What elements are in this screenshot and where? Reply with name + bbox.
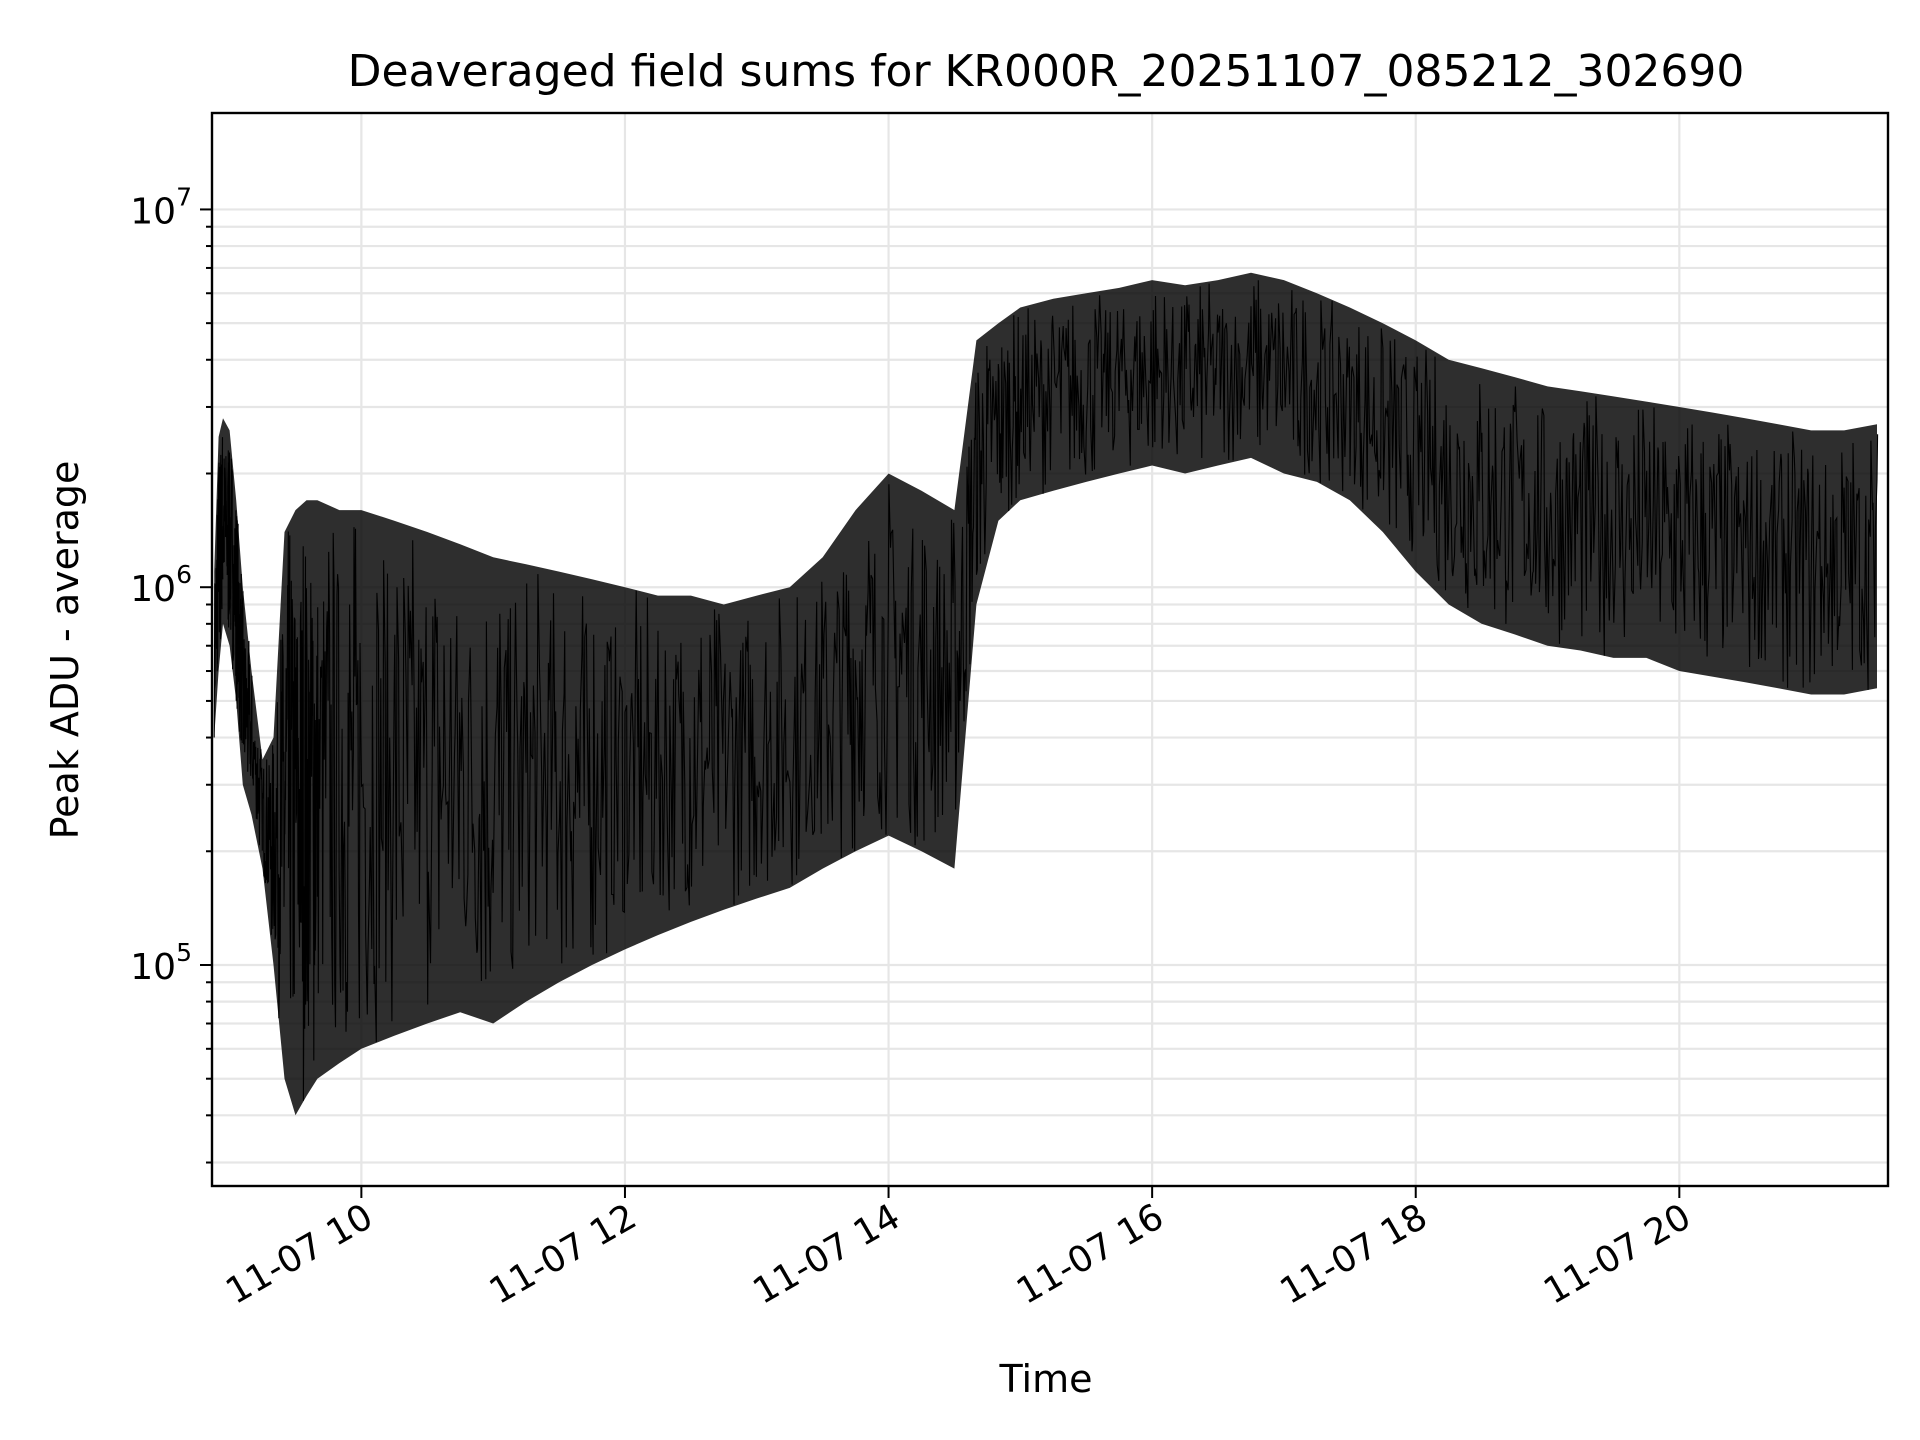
y-tick-label: 107	[130, 182, 192, 232]
x-axis: 11-07 10 11-07 12 11-07 14 11-07 16 11-07 18…	[219, 1186, 1698, 1313]
y-axis: 105 106 107	[130, 182, 212, 1164]
chart-title: Deaveraged field sums for KR000R_2025110…	[348, 46, 1745, 97]
x-axis-label: Time	[999, 1357, 1093, 1401]
x-tick-label: 11-07 16	[1010, 1196, 1171, 1312]
series-envelope	[214, 272, 1878, 1116]
x-tick-label: 11-07 14	[746, 1196, 907, 1312]
y-tick-label: 105	[130, 938, 192, 988]
plot-frame	[210, 111, 1890, 1188]
y-tick-label: 106	[130, 560, 192, 610]
x-tick-label: 11-07 10	[219, 1196, 380, 1312]
plot-area	[213, 272, 1879, 1116]
series-line	[213, 280, 1879, 1101]
x-tick-label: 11-07 12	[483, 1196, 644, 1312]
x-tick-label: 11-07 18	[1274, 1196, 1435, 1312]
y-axis-label: Peak ADU - average	[43, 461, 87, 840]
x-tick-label: 11-07 20	[1537, 1196, 1698, 1312]
